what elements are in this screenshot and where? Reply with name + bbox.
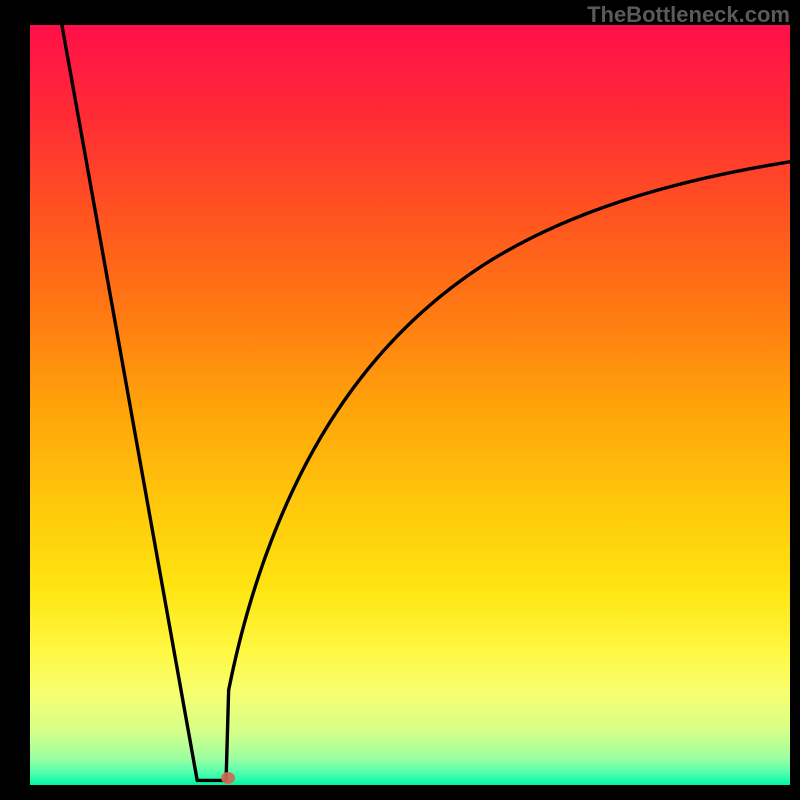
chart-container: TheBottleneck.com: [0, 0, 800, 800]
bottleneck-curve: [62, 25, 790, 780]
watermark-text: TheBottleneck.com: [587, 2, 790, 28]
curve-layer: [30, 25, 790, 785]
plot-area: [30, 25, 790, 785]
optimum-marker: [221, 772, 235, 784]
